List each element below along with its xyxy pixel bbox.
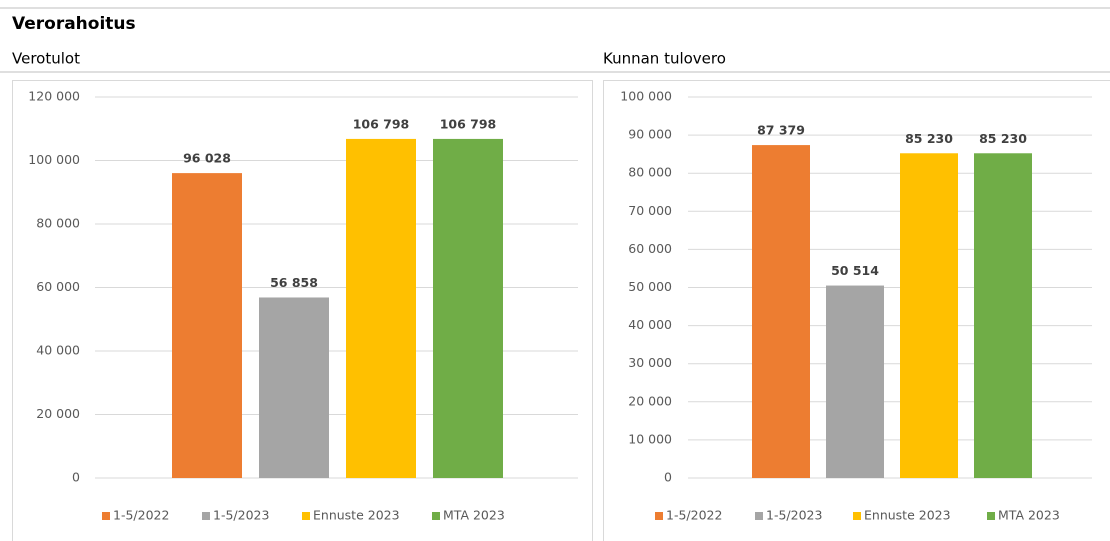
y-tick-label: 10 000 (628, 431, 672, 446)
legend-swatch (302, 512, 310, 520)
legend-label: 1-5/2022 (666, 508, 722, 523)
bar (826, 285, 884, 478)
bar (172, 173, 242, 479)
y-tick-label: 40 000 (628, 317, 672, 332)
bar (259, 297, 329, 478)
legend-swatch (755, 512, 763, 520)
legend-label: MTA 2023 (998, 508, 1060, 523)
legend-label: MTA 2023 (443, 508, 505, 523)
data-label: 85 230 (905, 131, 953, 146)
legend-swatch (655, 512, 663, 520)
legend-label: Ennuste 2023 (864, 508, 951, 523)
legend-swatch (853, 512, 861, 520)
y-tick-label: 80 000 (36, 216, 80, 231)
legend-swatch (432, 512, 440, 520)
bar (433, 138, 503, 478)
y-tick-label: 100 000 (620, 89, 672, 104)
data-label: 96 028 (183, 151, 231, 166)
bar (346, 138, 416, 478)
y-tick-label: 30 000 (628, 355, 672, 370)
data-label: 56 858 (270, 275, 318, 290)
chart-frame (12, 80, 593, 541)
y-tick-label: 100 000 (28, 152, 80, 167)
bar (974, 153, 1032, 479)
y-tick-label: 20 000 (36, 406, 80, 421)
y-tick-label: 70 000 (628, 203, 672, 218)
y-tick-label: 0 (72, 470, 80, 485)
data-label: 106 798 (440, 116, 497, 131)
y-tick-label: 0 (664, 470, 672, 485)
bar (900, 153, 958, 479)
data-label: 106 798 (353, 116, 410, 131)
y-tick-label: 60 000 (36, 279, 80, 294)
y-tick-label: 20 000 (628, 393, 672, 408)
legend-swatch (202, 512, 210, 520)
y-tick-label: 90 000 (628, 127, 672, 142)
y-tick-label: 60 000 (628, 241, 672, 256)
chart-frame (603, 80, 1110, 541)
legend-label: 1-5/2023 (213, 508, 269, 523)
chart-title: Verotulot (12, 50, 80, 68)
bar (752, 145, 810, 479)
page-title: Verorahoitus (12, 14, 136, 34)
y-tick-label: 80 000 (628, 165, 672, 180)
data-label: 50 514 (831, 263, 879, 278)
legend-label: Ennuste 2023 (313, 508, 400, 523)
y-tick-label: 40 000 (36, 343, 80, 358)
data-label: 87 379 (757, 123, 805, 138)
chart-title: Kunnan tulovero (603, 50, 726, 68)
legend-swatch (987, 512, 995, 520)
legend-swatch (102, 512, 110, 520)
legend-label: 1-5/2023 (766, 508, 822, 523)
data-label: 85 230 (979, 131, 1027, 146)
legend-label: 1-5/2022 (113, 508, 169, 523)
y-tick-label: 120 000 (28, 89, 80, 104)
y-tick-label: 50 000 (628, 279, 672, 294)
